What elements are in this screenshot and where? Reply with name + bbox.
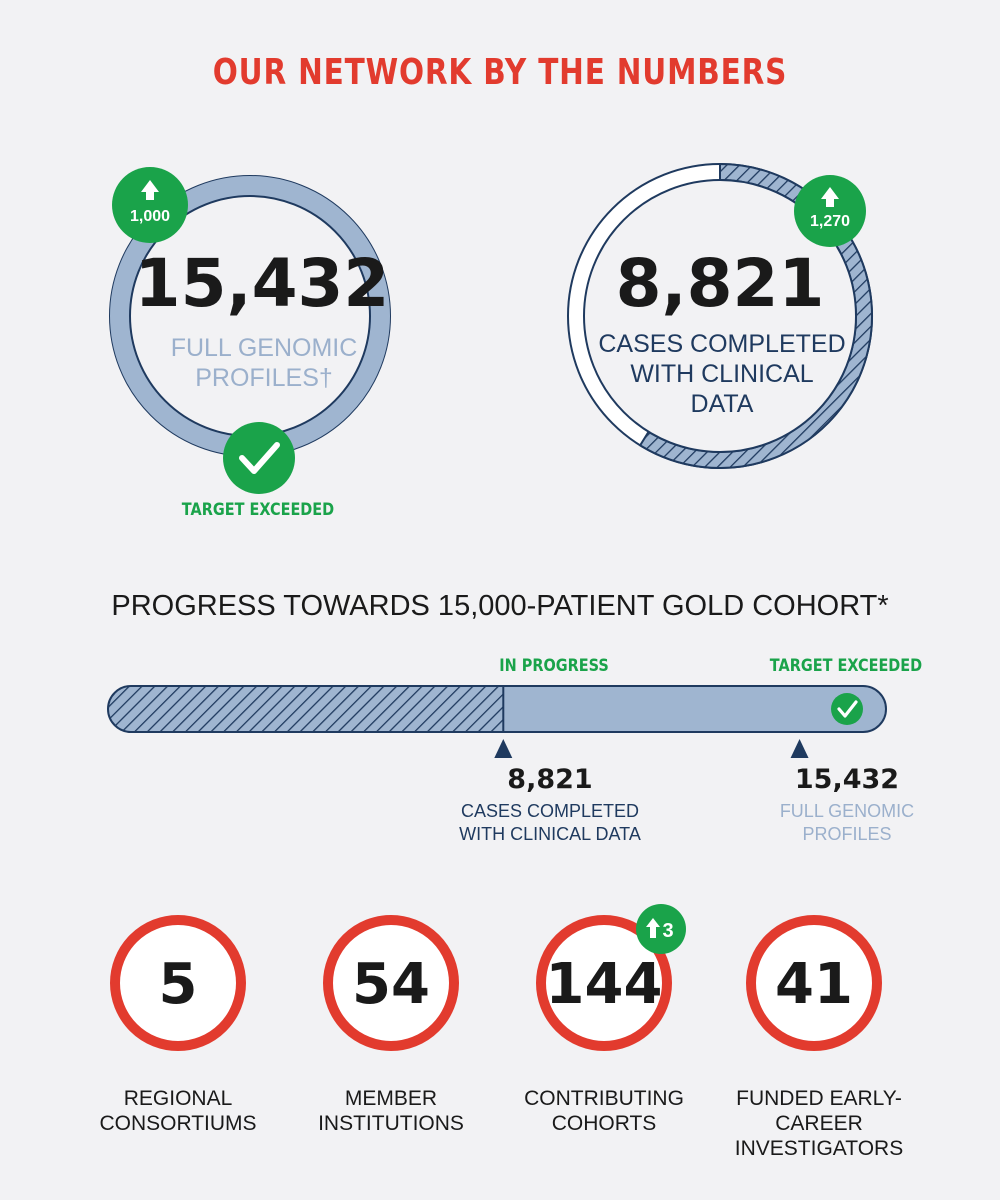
clinical-increase-badge: 1,270 <box>794 175 866 247</box>
stat-ring-investigators <box>746 915 882 1051</box>
stat-label-line2: INVESTIGATORS <box>734 1137 904 1160</box>
stat-value-investigators: 41 <box>775 952 853 1017</box>
stat-label-consortiums: REGIONAL CONSORTIUMS <box>78 1086 278 1136</box>
clinical-marker-triangle <box>494 739 513 758</box>
arrow-up-icon <box>141 180 159 200</box>
stat-label-cohorts: CONTRIBUTING COHORTS <box>494 1086 714 1136</box>
checkmark-icon <box>837 700 858 718</box>
stat-value-institutions: 54 <box>352 952 430 1017</box>
stat-label-line1: REGIONAL <box>123 1087 233 1110</box>
genomic-value: 15,432 <box>135 245 390 322</box>
in-progress-label: IN PROGRESS <box>499 656 609 676</box>
arrow-up-icon <box>646 918 660 938</box>
cohorts-increase-badge: 3 <box>636 904 686 954</box>
page-title: OUR NETWORK BY THE NUMBERS <box>212 52 788 93</box>
arrow-up-icon <box>821 187 839 207</box>
stat-label-line1: FUNDED EARLY-CAREER <box>736 1087 902 1135</box>
genomic-marker-label-line2: PROFILES <box>802 824 892 844</box>
stat-value-consortiums: 5 <box>159 952 198 1017</box>
cohorts-increase-value: 3 <box>662 920 673 942</box>
genomic-target-check <box>223 422 295 494</box>
stat-label-line1: MEMBER <box>344 1087 438 1110</box>
genomic-marker-value: 15,432 <box>794 764 900 795</box>
stat-label-investigators: FUNDED EARLY-CAREER INVESTIGATORS <box>694 1086 944 1161</box>
genomic-increase-badge: 1,000 <box>112 167 188 243</box>
stat-label-line1: CONTRIBUTING <box>524 1087 684 1110</box>
genomic-label-line1: FULL GENOMIC <box>171 334 358 362</box>
stat-ring-consortiums <box>110 915 246 1051</box>
progress-bar-track <box>107 685 887 733</box>
genomic-increase-value: 1,000 <box>130 208 170 225</box>
clinical-value: 8,821 <box>616 245 825 322</box>
top-rings-graphic: 15,432 FULL GENOMIC PROFILES† 1,000 8,82… <box>109 162 873 494</box>
progress-bar-fill <box>108 686 504 732</box>
stat-value-cohorts: 144 <box>546 952 663 1017</box>
clinical-marker-value: 8,821 <box>507 764 593 795</box>
clinical-label-line3: DATA <box>691 390 754 418</box>
progress-section-title: PROGRESS TOWARDS 15,000-PATIENT GOLD COH… <box>111 590 889 622</box>
clinical-increase-value: 1,270 <box>810 213 850 230</box>
genomic-marker-label-line1: FULL GENOMIC <box>779 801 915 821</box>
genomic-label-line2: PROFILES† <box>195 364 333 392</box>
progress-bar-graphic <box>107 685 887 758</box>
stat-ring-institutions <box>323 915 459 1051</box>
stat-ring-cohorts <box>536 915 672 1051</box>
clinical-label-line2: WITH CLINICAL <box>630 360 813 388</box>
clinical-ring <box>567 162 873 469</box>
genomic-status-label: TARGET EXCEEDED <box>181 500 335 520</box>
genomic-marker-triangle <box>790 739 809 758</box>
stat-label-line2: COHORTS <box>551 1112 657 1135</box>
stat-label-line2: CONSORTIUMS <box>99 1112 257 1135</box>
clinical-marker-label-line2: WITH CLINICAL DATA <box>459 824 641 844</box>
clinical-label-line1: CASES COMPLETED <box>598 330 845 358</box>
target-exceeded-label: TARGET EXCEEDED <box>769 656 923 676</box>
checkmark-icon <box>239 442 280 474</box>
clinical-marker-label-line1: CASES COMPLETED <box>460 801 640 821</box>
stats-rings-graphic: 5 54 144 3 41 <box>110 904 882 1051</box>
stat-label-line2: INSTITUTIONS <box>318 1112 464 1135</box>
stat-label-institutions: MEMBER INSTITUTIONS <box>291 1086 491 1136</box>
progress-check-badge <box>831 693 863 725</box>
